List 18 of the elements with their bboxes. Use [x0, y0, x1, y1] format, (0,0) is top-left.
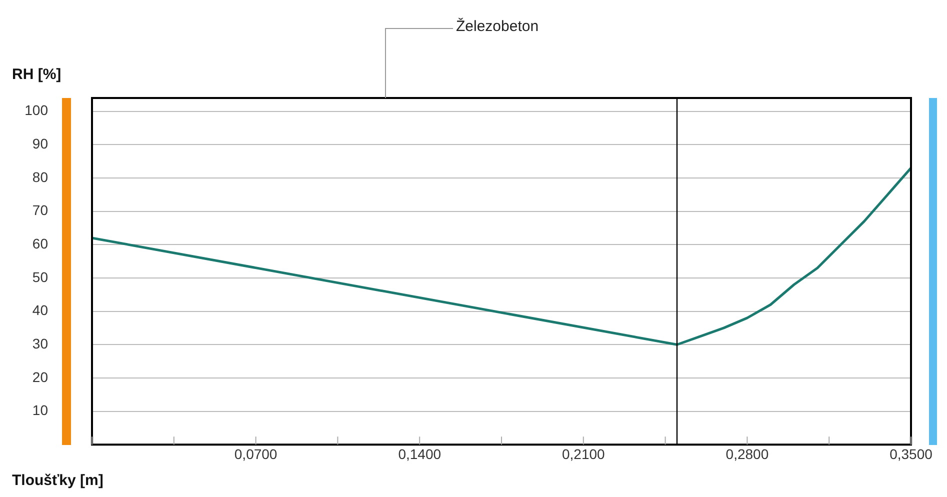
y-tick-label: 40: [32, 302, 48, 318]
y-tick-label: 30: [32, 335, 48, 352]
x-tick-label: 0,0700: [234, 446, 278, 462]
y-tick-label: 90: [32, 136, 48, 152]
x-tick-label: 0,3500: [890, 446, 933, 462]
y-tick-label: 70: [32, 202, 48, 218]
text: Železobeton: [456, 18, 539, 35]
y-tick-label: 20: [32, 368, 48, 385]
y-tick-label: 10: [32, 402, 48, 418]
y-tick-label: 60: [32, 236, 48, 252]
x-axis-title: Tloušťky [m]: [12, 472, 104, 489]
y-tick-label: 50: [32, 268, 48, 285]
x-tick-label: 0,2800: [726, 446, 769, 462]
x-tick-label: 0,2100: [562, 446, 606, 462]
y-tick-label: 80: [32, 168, 48, 185]
x-tick-label: 0,1400: [398, 446, 442, 462]
y-tick-label: 100: [24, 102, 48, 118]
y-axis-title: RH [%]: [12, 66, 62, 83]
